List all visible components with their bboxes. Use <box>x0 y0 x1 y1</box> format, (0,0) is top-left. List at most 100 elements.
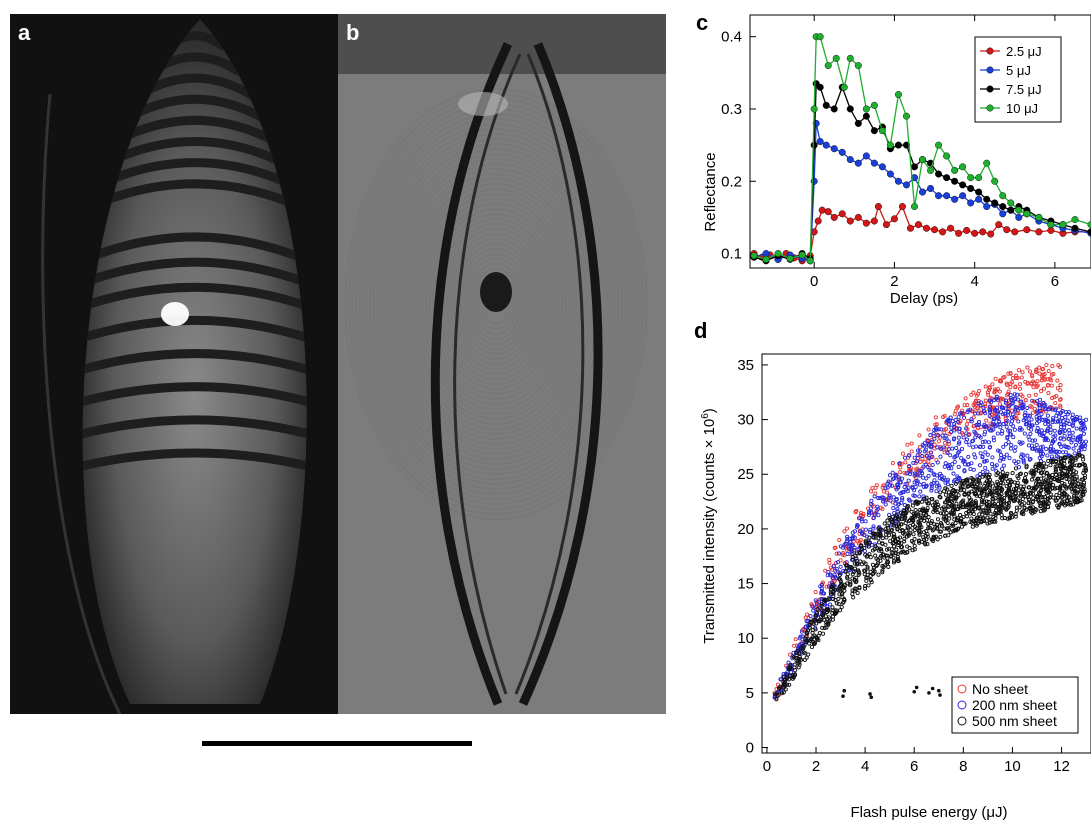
chart-d-point <box>940 433 945 438</box>
chart-d-point <box>1035 482 1040 487</box>
chart-d-point <box>1029 381 1034 386</box>
chart-d-point <box>1032 438 1038 443</box>
chart-d-point <box>788 652 793 657</box>
chart-d-point <box>1019 452 1024 457</box>
chart-d-point <box>826 615 831 620</box>
chart-d-point <box>900 495 905 500</box>
chart-d-point <box>902 539 907 544</box>
chart-d-point <box>998 425 1003 430</box>
chart-d-point <box>965 503 970 508</box>
chart-d-point <box>926 473 931 478</box>
chart-d-point <box>1014 405 1019 410</box>
chart-d-point <box>927 525 932 530</box>
chart-d-point <box>834 566 839 572</box>
chart-d-point <box>1030 505 1036 510</box>
chart-d-point <box>1039 389 1044 394</box>
chart-d-point <box>957 426 962 431</box>
chart-d-point <box>996 504 1001 509</box>
chart-d-point <box>985 521 990 526</box>
chart-d-point <box>1029 423 1034 428</box>
chart-d-point <box>947 462 952 467</box>
chart-d-point <box>992 464 997 469</box>
chart-d-point <box>1070 430 1075 435</box>
chart-d-point <box>998 482 1003 487</box>
chart-d-point <box>804 640 809 645</box>
chart-d-point <box>1051 434 1056 439</box>
chart-d-legend-marker <box>957 716 967 726</box>
chart-d-point <box>862 568 867 573</box>
chart-d-point <box>885 530 890 535</box>
chart-d-point <box>1077 448 1082 453</box>
chart-d-point <box>949 498 954 503</box>
chart-d-point <box>930 528 935 533</box>
chart-d-point <box>1026 501 1031 506</box>
chart-d-point <box>971 467 976 472</box>
chart-d-point <box>939 473 944 478</box>
panel-label-d: d <box>694 318 708 343</box>
chart-d-point <box>1009 415 1014 420</box>
chart-d-point <box>783 687 788 692</box>
chart-d-point <box>963 396 968 401</box>
chart-d-point <box>885 518 890 523</box>
chart-d-point <box>938 511 944 516</box>
chart-d-point <box>837 537 842 543</box>
chart-d-point <box>1000 470 1005 475</box>
chart-d-point <box>936 433 941 438</box>
chart-d-point <box>1051 418 1056 423</box>
chart-d-point <box>1009 479 1014 484</box>
chart-d-point <box>1003 416 1008 421</box>
chart-d-point <box>792 665 797 670</box>
chart-d-point <box>827 557 832 562</box>
chart-d-point <box>1043 437 1049 442</box>
chart-d-point <box>1062 433 1067 438</box>
chart-d-point <box>907 498 912 503</box>
chart-d-point <box>1064 473 1069 478</box>
chart-d-point <box>932 522 937 527</box>
chart-d-point <box>1029 417 1034 422</box>
chart-d-point <box>1008 515 1013 520</box>
chart-d-point <box>975 485 980 490</box>
chart-d-point <box>1023 494 1028 499</box>
chart-c-point <box>810 141 818 149</box>
chart-d-point <box>998 458 1003 463</box>
chart-d-point <box>794 650 799 655</box>
chart-d-point <box>951 471 956 476</box>
chart-d-point <box>848 583 853 588</box>
chart-d-point <box>830 605 835 610</box>
chart-d-point <box>1014 508 1019 513</box>
chart-d-point <box>978 471 983 477</box>
chart-d-point <box>784 672 789 677</box>
chart-d-point <box>942 489 947 494</box>
chart-d-point <box>844 565 849 570</box>
chart-d-point <box>888 554 893 559</box>
chart-d-point <box>1045 428 1050 433</box>
chart-d-point <box>842 542 847 547</box>
chart-d-point <box>983 384 988 389</box>
chart-d-point <box>842 529 847 534</box>
chart-c-point <box>914 221 922 229</box>
chart-d-point <box>968 407 973 412</box>
chart-d-point <box>1046 391 1051 396</box>
chart-c-point <box>919 188 927 196</box>
chart-c-legend-label: 2.5 μJ <box>1006 44 1042 59</box>
chart-d-point <box>1071 502 1076 507</box>
chart-d-point <box>810 635 815 640</box>
chart-d-point <box>951 529 956 534</box>
chart-d-xtick-label: 12 <box>1053 758 1070 775</box>
chart-d-point <box>903 511 908 516</box>
chart-d-point <box>845 551 850 556</box>
chart-d-point <box>843 569 848 574</box>
chart-d-point <box>908 469 913 474</box>
chart-c-legend-label: 10 μJ <box>1006 101 1038 116</box>
chart-d-point <box>1014 483 1019 488</box>
chart-d-point <box>853 553 858 558</box>
chart-d-point <box>931 471 936 476</box>
chart-c-point <box>1007 199 1015 207</box>
chart-d-point <box>885 547 890 552</box>
chart-d-point <box>1079 477 1084 482</box>
chart-c-point <box>854 159 862 167</box>
chart-d-point <box>1006 440 1011 445</box>
chart-d-point <box>865 565 870 570</box>
chart-d-point <box>1035 399 1040 404</box>
chart-d-point <box>876 548 881 553</box>
